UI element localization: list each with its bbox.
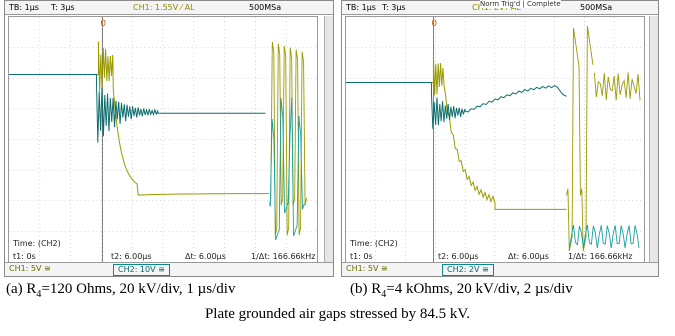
ch1-scale-label: CH1: 5V ≅ xyxy=(346,264,388,273)
trigger-status: Norm Trig'd | Complete xyxy=(480,0,561,8)
waveform-plot: 0 xyxy=(346,17,644,262)
caption-b-text: =4 kOhms, 20 kV/div, 2 µs/div xyxy=(386,281,573,297)
caption-a: (a) R4=120 Ohms, 20 kV/div, 1 µs/div xyxy=(6,281,235,300)
ch1-burst xyxy=(566,25,594,252)
trigger-marker: 0 xyxy=(431,19,437,29)
figure-caption: Plate grounded air gaps stressed by 84.5… xyxy=(204,306,471,322)
scope-scrollbar xyxy=(324,16,333,263)
t1-readout: t1: 0s xyxy=(13,252,36,261)
sample-rate-label: 500MSa xyxy=(249,3,282,12)
ch2-trace xyxy=(346,81,567,129)
time-cursor-label: Time: (CH2) xyxy=(350,239,398,248)
waveform-plot: 0 xyxy=(9,17,317,262)
ch1-trace xyxy=(9,41,270,196)
ch1-tail xyxy=(593,72,641,101)
time-cursor-label: Time: (CH2) xyxy=(13,239,61,248)
trigger-marker: 0 xyxy=(100,19,106,29)
ch1-trace xyxy=(346,53,567,210)
ch2-trace xyxy=(9,74,266,143)
ch2-burst xyxy=(269,96,305,241)
scope-footer: CH1: 5V ≅ CH2: 2V ≅ xyxy=(342,262,658,276)
waveform-grid: 0 xyxy=(8,16,318,263)
trigger-time-label: T: 3µs xyxy=(51,3,75,12)
t2-readout: t2: 6.00µs xyxy=(438,252,479,261)
ch2-scale-label: CH2: 10V ≅ xyxy=(113,264,170,276)
timebase-label: TB: 1µs xyxy=(9,3,39,12)
sample-rate-label: 500MSa xyxy=(580,3,613,12)
scope-scrollbar xyxy=(649,16,658,263)
caption-a-subscript: 4 xyxy=(36,289,42,300)
oscilloscope-panel-a: TB: 1µs T: 3µs CH1: 1.55V ⁄ AL 500MSa 0 … xyxy=(4,0,334,277)
scope-header: TB: 1µs T: 3µs CH1: 1.55V ⁄ AL 500MSa xyxy=(5,1,333,15)
t2-readout: t2: 6.00µs xyxy=(111,252,152,261)
ch2-scale-label: CH2: 2V ≅ xyxy=(442,264,494,276)
frequency-readout: 1/Δt: 166.66kHz xyxy=(251,252,316,261)
caption-a-prefix: (a) R xyxy=(6,281,37,297)
t1-readout: t1: 0s xyxy=(350,252,373,261)
ch1-trigger-label: CH1: 1.55V ⁄ AL xyxy=(133,3,195,12)
frequency-readout: 1/Δt: 166.66kHz xyxy=(568,252,633,261)
timebase-label: TB: 1µs xyxy=(346,3,376,12)
caption-b: (b) R4=4 kOhms, 20 kV/div, 2 µs/div xyxy=(350,281,573,300)
ch1-scale-label: CH1: 5V ≅ xyxy=(9,264,51,273)
delta-t-readout: Δt: 6.00µs xyxy=(185,252,226,261)
delta-t-readout: Δt: 6.00µs xyxy=(508,252,549,261)
scope-footer: CH1: 5V ≅ CH2: 10V ≅ xyxy=(5,262,333,276)
caption-a-text: =120 Ohms, 20 kV/div, 1 µs/div xyxy=(41,281,236,297)
waveform-grid: 0 xyxy=(345,16,645,263)
ch2-tail xyxy=(569,224,640,249)
caption-b-prefix: (b) R xyxy=(350,281,382,297)
caption-b-subscript: 4 xyxy=(381,289,387,300)
oscilloscope-panel-b: TB: 1µs T: 3µs CH1: 2V ⁄ AL 500MSa 0 Tim… xyxy=(341,0,659,277)
trigger-time-label: T: 3µs xyxy=(382,3,406,12)
